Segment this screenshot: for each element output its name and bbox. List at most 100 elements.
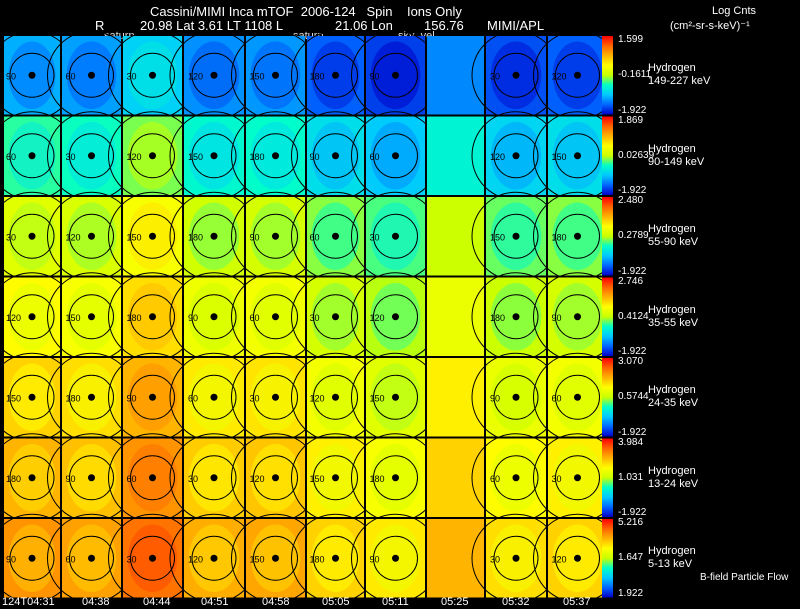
- field-direction-dot: [392, 393, 399, 401]
- colorbar: [602, 519, 613, 598]
- field-direction-dot: [272, 313, 279, 321]
- contour-ring: [130, 455, 175, 501]
- contour-label: 150: [490, 232, 505, 242]
- colorbar-min-label: 1.922: [618, 587, 644, 599]
- contour-label: 90: [552, 313, 562, 323]
- field-direction-dot: [28, 474, 36, 482]
- contour-label: 150: [127, 232, 142, 242]
- contour-label: 90: [6, 71, 16, 81]
- contour-ring: [9, 294, 55, 340]
- field-direction-dot: [210, 554, 218, 562]
- field-direction-dot: [272, 393, 279, 401]
- field-direction-dot: [149, 313, 156, 321]
- heatmap-cell: [427, 438, 484, 517]
- field-direction-dot: [28, 554, 36, 562]
- contour-ring: [373, 52, 418, 98]
- row-species-label: Hydrogen: [648, 303, 696, 316]
- field-direction-dot: [512, 313, 520, 321]
- field-direction-dot: [149, 152, 156, 160]
- colorbar: [602, 358, 613, 437]
- contour-label: 180: [6, 474, 21, 484]
- contour-ring: [313, 133, 358, 179]
- contour-label: 180: [127, 313, 142, 323]
- colorbar-mid-label: -0.1611: [618, 69, 652, 81]
- org-label: MIMI/APL: [487, 18, 545, 33]
- contour-ring: [69, 455, 114, 501]
- contour-label: 90: [66, 474, 76, 484]
- contour-label: 180: [310, 71, 325, 81]
- contour-label: 30: [127, 554, 137, 564]
- field-direction-dot: [28, 232, 36, 240]
- field-direction-dot: [272, 474, 279, 482]
- field-direction-dot: [88, 313, 95, 321]
- field-direction-dot: [88, 554, 95, 562]
- field-direction-dot: [512, 232, 520, 240]
- contour-label: 30: [310, 313, 320, 323]
- colorbar-max-label: 2.480: [618, 195, 644, 206]
- field-direction-dot: [28, 313, 36, 321]
- field-direction-dot: [574, 71, 581, 79]
- time-tick-label: 05:05: [322, 596, 350, 608]
- contour-ring: [253, 213, 298, 259]
- contour-label: 150: [188, 152, 203, 162]
- contour-ring: [69, 294, 114, 340]
- contour-label: 90: [127, 393, 137, 403]
- colorbar-max-label: 1.869: [618, 114, 644, 126]
- field-direction-dot: [332, 232, 339, 240]
- row-energy-label: 55-90 keV: [648, 236, 699, 249]
- row-species-label: Hydrogen: [648, 464, 696, 477]
- colorbar: [602, 116, 613, 195]
- contour-ring: [191, 374, 237, 420]
- field-direction-dot: [272, 232, 279, 240]
- contour-label: 30: [188, 474, 198, 484]
- contour-label: 60: [250, 313, 260, 323]
- contour-ring: [253, 133, 298, 179]
- contour-ring: [313, 52, 358, 98]
- contour-ring: [555, 535, 600, 581]
- contour-label: 120: [66, 232, 81, 242]
- time-tick-label: 124T04:31: [2, 596, 55, 608]
- contour-ring: [9, 455, 55, 501]
- contour-ring: [9, 535, 55, 581]
- contour-label: 180: [66, 393, 81, 403]
- colorbar: [602, 438, 613, 517]
- field-direction-dot: [392, 554, 399, 562]
- heatmap-cell: [427, 358, 484, 437]
- heatmap-cell: [427, 519, 484, 598]
- field-direction-dot: [88, 152, 95, 160]
- contour-ring: [493, 455, 539, 501]
- ephemeris-lon: 21.06 Lon: [335, 18, 393, 33]
- contour-label: 30: [250, 393, 260, 403]
- colorbar: [602, 197, 613, 276]
- field-direction-dot: [88, 232, 95, 240]
- contour-label: 90: [490, 393, 500, 403]
- time-tick-label: 05:25: [441, 596, 469, 608]
- field-direction-dot: [392, 152, 399, 160]
- field-direction-dot: [28, 71, 36, 79]
- contour-ring: [130, 535, 175, 581]
- contour-ring: [191, 52, 237, 98]
- colorbar-min-label: -1.922: [618, 185, 647, 196]
- contour-ring: [253, 374, 298, 420]
- contour-label: 30: [6, 232, 16, 242]
- heatmap-cell: [427, 116, 484, 195]
- colorbar-mid-label: 1.031: [618, 471, 644, 483]
- field-direction-dot: [149, 232, 156, 240]
- contour-label: 120: [188, 554, 203, 564]
- contour-ring: [313, 535, 358, 581]
- contour-ring: [555, 213, 600, 259]
- contour-label: 90: [310, 152, 320, 162]
- contour-label: 150: [66, 313, 81, 323]
- field-direction-dot: [272, 152, 279, 160]
- row-energy-label: 90-149 keV: [648, 155, 705, 168]
- row-species-label: Hydrogen: [648, 545, 696, 558]
- contour-ring: [191, 133, 237, 179]
- contour-label: 120: [188, 71, 203, 81]
- contour-ring: [69, 213, 114, 259]
- contour-label: 120: [127, 152, 142, 162]
- contour-label: 120: [6, 313, 21, 323]
- time-tick-label: 05:32: [502, 596, 530, 608]
- time-tick-label: 05:11: [382, 596, 409, 608]
- contour-ring: [130, 213, 175, 259]
- flow-legend-label: B-field Particle Flow: [700, 572, 789, 583]
